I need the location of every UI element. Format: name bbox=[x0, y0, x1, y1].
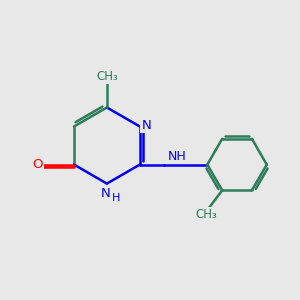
Text: CH₃: CH₃ bbox=[96, 70, 118, 83]
Text: NH: NH bbox=[167, 150, 186, 163]
Text: N: N bbox=[142, 119, 151, 132]
Text: H: H bbox=[112, 193, 120, 203]
Text: CH₃: CH₃ bbox=[195, 208, 217, 220]
Text: O: O bbox=[32, 158, 43, 171]
Text: N: N bbox=[100, 187, 110, 200]
